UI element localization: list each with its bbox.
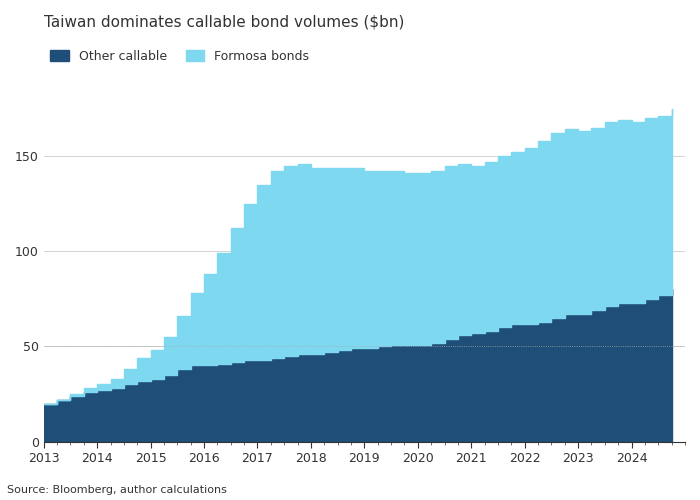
Legend: Other callable, Formosa bonds: Other callable, Formosa bonds <box>50 50 309 63</box>
Text: Source: Bloomberg, author calculations: Source: Bloomberg, author calculations <box>7 485 227 495</box>
Text: Taiwan dominates callable bond volumes ($bn): Taiwan dominates callable bond volumes (… <box>43 15 404 30</box>
